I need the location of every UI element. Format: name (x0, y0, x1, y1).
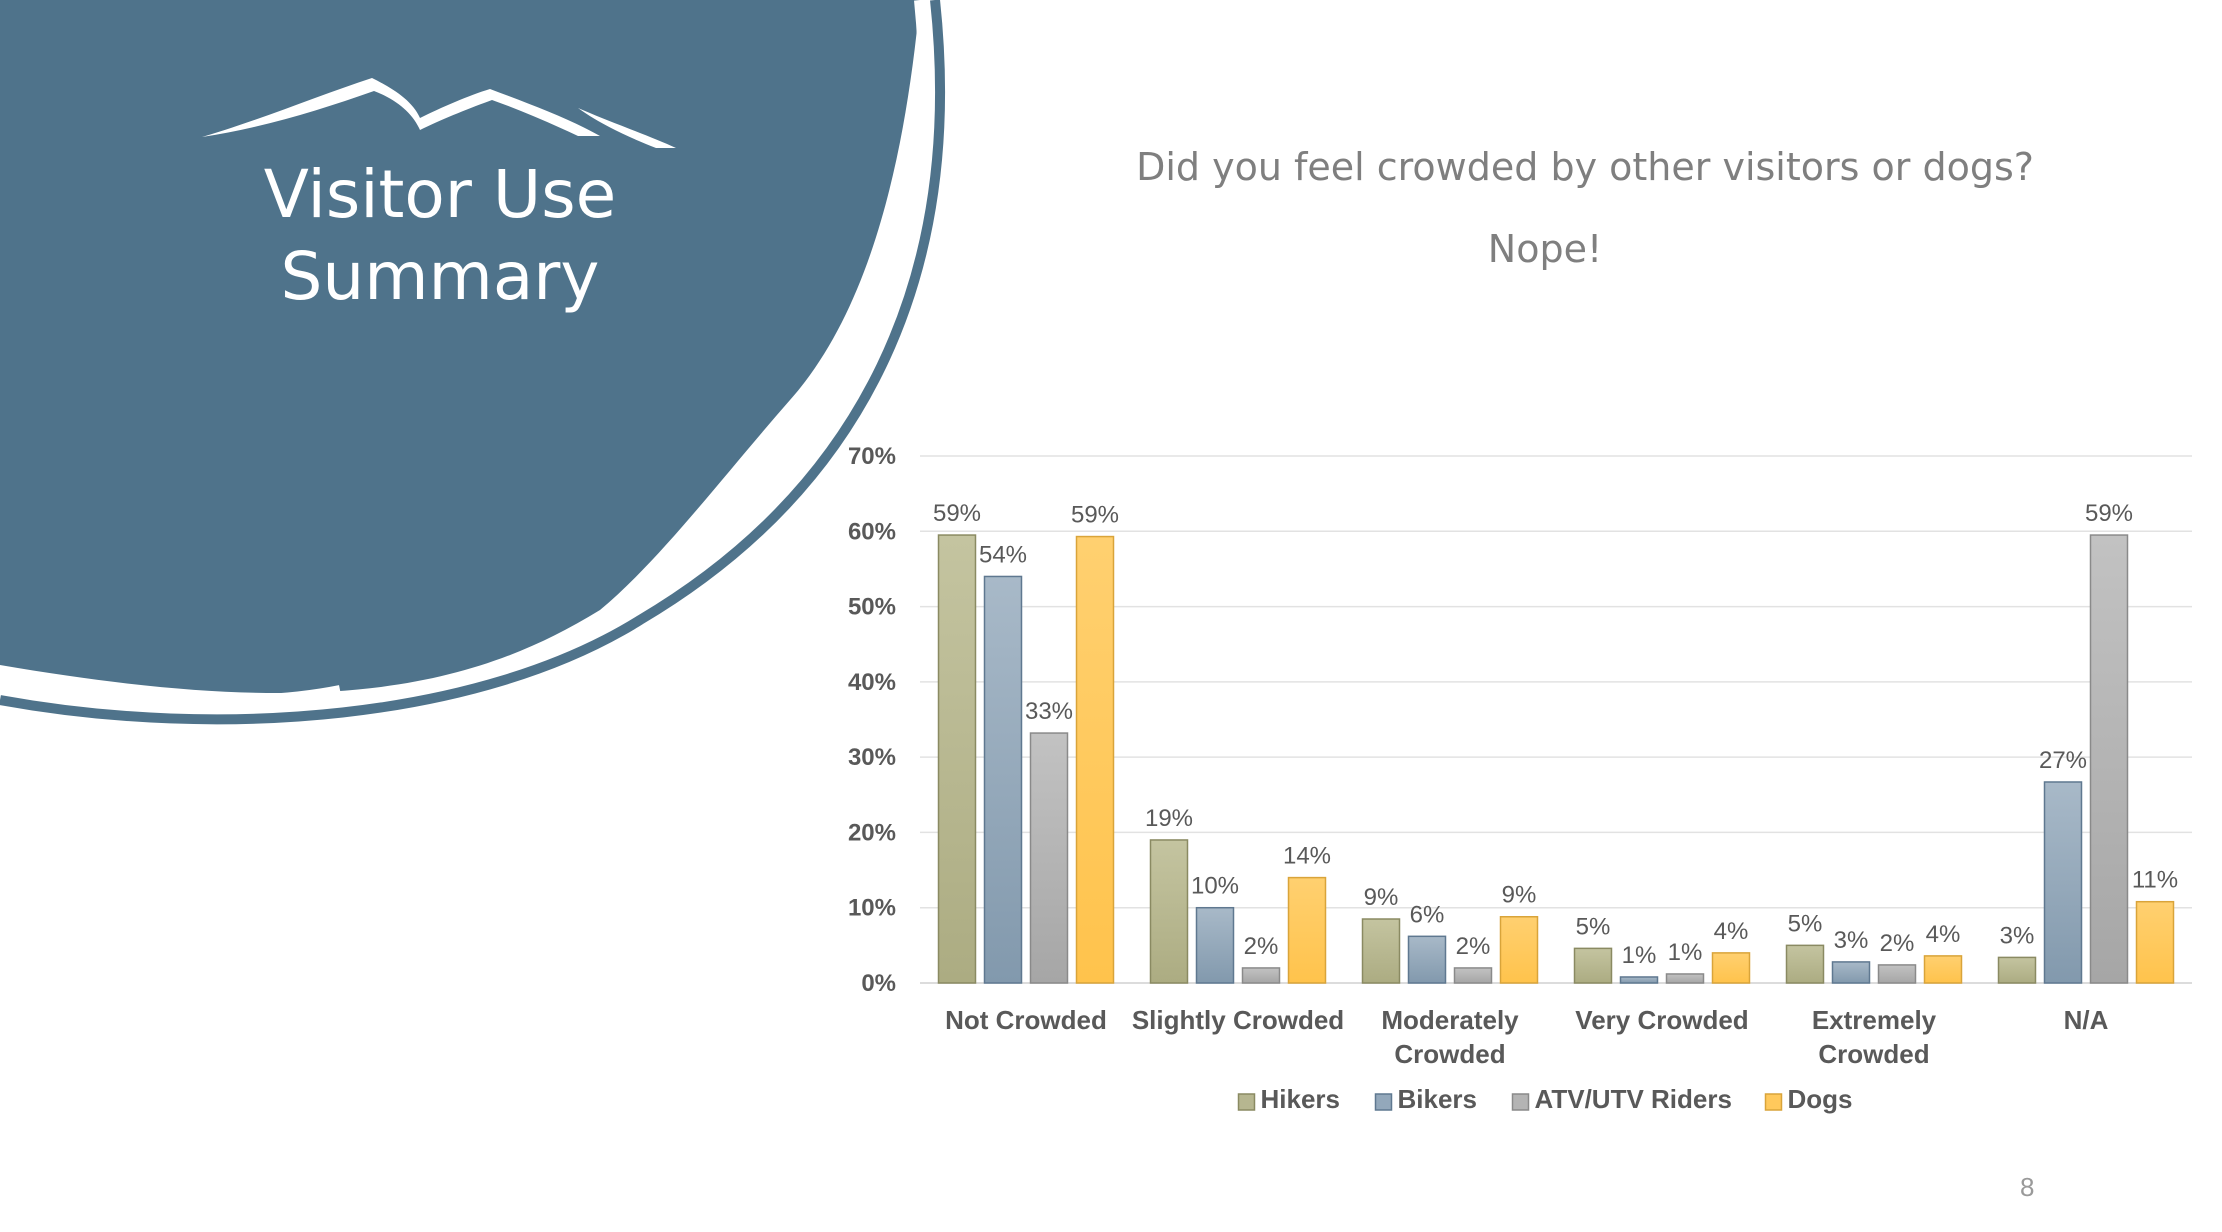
y-tick-label: 40% (848, 669, 896, 696)
data-label: 27% (2039, 747, 2087, 774)
bar-dogs-n-a (2135, 900, 2175, 984)
gridlines (920, 455, 2192, 984)
bar-bikers-moderately-crowded (1407, 935, 1447, 984)
bar-bikers-slightly-crowded (1195, 906, 1235, 984)
data-label: 1% (1668, 939, 1703, 966)
legend-label-atv-utv-riders: ATV/UTV Riders (1535, 1084, 1732, 1114)
bar-bikers-very-crowded (1619, 976, 1659, 984)
x-tick-label: Extremely (1812, 1005, 1937, 1035)
y-tick-label: 20% (848, 819, 896, 846)
y-tick-label: 30% (848, 744, 896, 771)
data-label: 14% (1283, 843, 1331, 870)
y-tick-label: 60% (848, 518, 896, 545)
legend-label-bikers: Bikers (1398, 1084, 1478, 1114)
data-label: 4% (1714, 918, 1749, 945)
data-label: 4% (1926, 921, 1961, 948)
bar-hikers-very-crowded (1573, 947, 1613, 984)
bar-atv-utv-riders-slightly-crowded (1241, 967, 1281, 984)
bar-atv-utv-riders-n-a (2089, 534, 2129, 984)
x-tick-label: Crowded (1394, 1039, 1505, 1069)
legend-swatch-atv-utv-riders (1511, 1093, 1530, 1111)
data-label: 11% (2132, 867, 2178, 894)
white-swoosh-bottom (0, 667, 341, 706)
data-label: 59% (933, 500, 981, 527)
legend-swatch-bikers (1374, 1093, 1393, 1111)
chart-title: Did you feel crowded by other visitors o… (1136, 145, 2034, 189)
bar-hikers-n-a (1997, 956, 2037, 984)
x-tick-label: Not Crowded (945, 1005, 1107, 1035)
data-label: 5% (1788, 910, 1823, 937)
title-circle (0, 0, 920, 694)
legend-swatch-dogs (1764, 1093, 1783, 1111)
y-axis: 0% 10% 20% 30% 40% 50% 60% 70% (848, 443, 896, 997)
bar-hikers-extremely-crowded (1785, 944, 1825, 984)
data-label: 3% (2000, 922, 2035, 949)
data-labels: 59% 54% 33% 59% 19% 10% 2% 14% 9% 6% 2% 9% 5% 1% 1% 4% 5… (933, 500, 2178, 969)
bar-bikers-not-crowded (983, 575, 1023, 984)
data-label: 2% (1456, 933, 1491, 960)
mountain-icon (202, 78, 676, 148)
x-tick-label: Crowded (1818, 1039, 1929, 1069)
x-tick-label: N/A (2064, 1005, 2109, 1035)
x-tick-label: Very Crowded (1575, 1005, 1748, 1035)
bar-hikers-moderately-crowded (1361, 918, 1401, 984)
data-label: 2% (1244, 933, 1279, 960)
data-label: 59% (2085, 500, 2133, 527)
y-tick-label: 0% (861, 970, 896, 997)
data-label: 10% (1191, 873, 1239, 900)
data-label: 33% (1025, 698, 1073, 725)
data-label: 19% (1145, 805, 1193, 832)
slide-title-line1: Visitor Use (263, 156, 617, 233)
page-number: 8 (2020, 1172, 2035, 1202)
bar-atv-utv-riders-very-crowded (1665, 973, 1705, 984)
data-label: 1% (1622, 942, 1657, 969)
bar-atv-utv-riders-moderately-crowded (1453, 967, 1493, 984)
bars (937, 534, 2175, 984)
bar-bikers-n-a (2043, 781, 2083, 984)
y-tick-label: 50% (848, 594, 896, 621)
bar-atv-utv-riders-extremely-crowded (1877, 964, 1917, 984)
data-label: 3% (1834, 927, 1869, 954)
bar-bikers-extremely-crowded (1831, 961, 1871, 984)
legend-swatch-hikers (1237, 1093, 1256, 1111)
bar-atv-utv-riders-not-crowded (1029, 732, 1069, 984)
x-axis: Not Crowded Slightly Crowded Moderately Cro… (945, 1005, 2108, 1069)
legend-label-dogs: Dogs (1788, 1084, 1853, 1114)
chart-subtitle: Nope! (1487, 227, 1603, 271)
data-label: 54% (979, 541, 1027, 568)
bar-dogs-very-crowded (1711, 952, 1751, 984)
data-label: 59% (1071, 502, 1119, 529)
bar-hikers-slightly-crowded (1149, 839, 1189, 984)
y-tick-label: 70% (848, 443, 896, 470)
bar-dogs-slightly-crowded (1287, 876, 1327, 984)
y-tick-label: 10% (848, 895, 896, 922)
data-label: 9% (1502, 882, 1537, 909)
outer-blue-swoosh (0, 0, 946, 725)
data-label: 9% (1364, 884, 1399, 911)
legend-label-hikers: Hikers (1261, 1084, 1341, 1114)
slide-title-line2: Summary (280, 238, 600, 315)
data-label: 5% (1576, 913, 1611, 940)
x-tick-label: Slightly Crowded (1132, 1005, 1344, 1035)
bar-dogs-moderately-crowded (1499, 915, 1539, 984)
bar-dogs-not-crowded (1075, 535, 1115, 984)
legend: Hikers Bikers ATV/UTV Riders Dogs (1237, 1084, 1853, 1114)
bar-dogs-extremely-crowded (1923, 955, 1963, 984)
data-label: 6% (1410, 901, 1445, 928)
white-swoosh (706, 0, 931, 535)
bar-hikers-not-crowded (937, 534, 977, 984)
data-label: 2% (1880, 930, 1915, 957)
x-tick-label: Moderately (1381, 1005, 1519, 1035)
